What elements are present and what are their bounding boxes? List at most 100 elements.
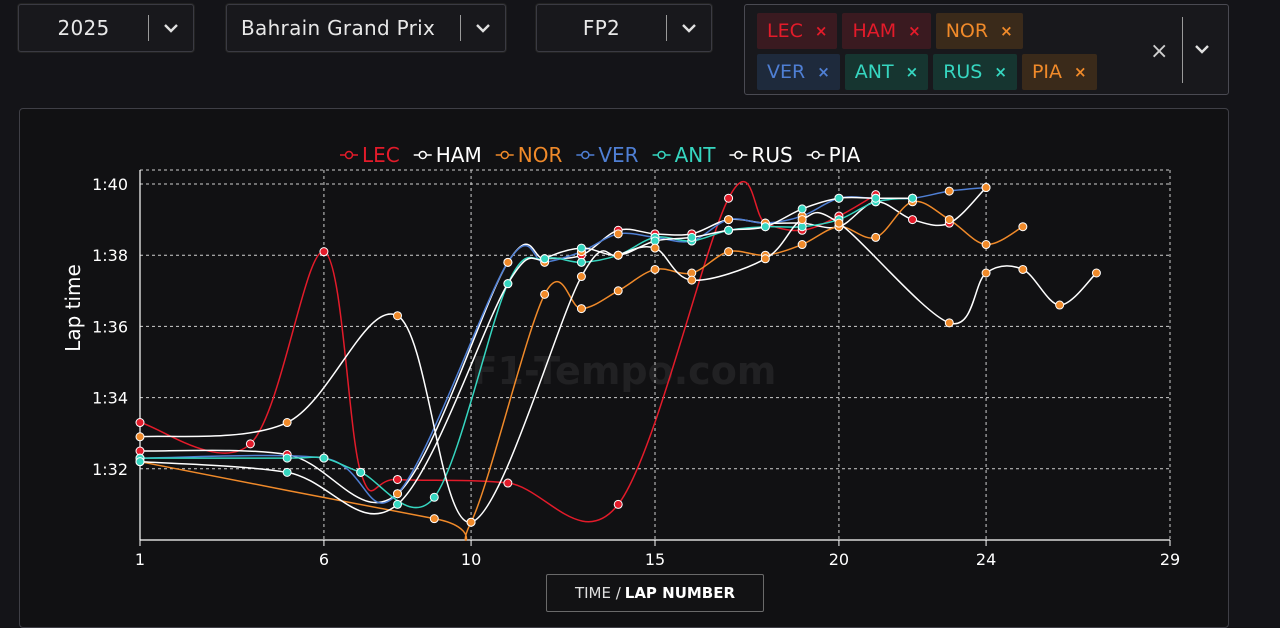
remove-chip-icon[interactable]: × xyxy=(1000,22,1013,40)
data-point-ver[interactable] xyxy=(981,183,991,193)
legend-item-ver[interactable]: VER xyxy=(598,143,638,167)
data-point-pia[interactable] xyxy=(981,268,991,278)
legend-item-lec[interactable]: LEC xyxy=(362,143,400,167)
data-point-pia[interactable] xyxy=(1018,264,1028,274)
event-select-value: Bahrain Grand Prix xyxy=(241,16,436,40)
driver-chip-label: PIA xyxy=(1031,61,1063,83)
clear-all-icon[interactable]: × xyxy=(1150,39,1169,64)
remove-chip-icon[interactable]: × xyxy=(908,22,921,40)
data-point-rus[interactable] xyxy=(797,204,807,214)
data-point-nor[interactable] xyxy=(1018,222,1028,232)
chevron-down-icon[interactable] xyxy=(461,23,505,33)
data-point-nor[interactable] xyxy=(981,240,991,250)
data-point-ant[interactable] xyxy=(282,453,292,463)
data-point-lec[interactable] xyxy=(319,247,329,257)
x-tick-label: 6 xyxy=(319,550,329,569)
chevron-down-icon[interactable] xyxy=(149,23,193,33)
legend-item-ant[interactable]: ANT xyxy=(675,143,717,167)
data-point-nor[interactable] xyxy=(797,240,807,250)
data-point-ant[interactable] xyxy=(356,467,366,477)
data-point-lec[interactable] xyxy=(724,193,734,203)
data-point-nor[interactable] xyxy=(613,286,623,296)
data-point-nor[interactable] xyxy=(871,232,881,242)
data-point-rus[interactable] xyxy=(576,243,586,253)
divider xyxy=(148,15,149,41)
year-select[interactable]: 2025 xyxy=(18,4,194,52)
legend-item-pia[interactable]: PIA xyxy=(829,143,861,167)
driver-multiselect[interactable]: LEC × HAM × NOR × VER × ANT × RUS × PIA × × xyxy=(744,4,1229,95)
data-point-pia[interactable] xyxy=(393,311,402,321)
data-point-ver[interactable] xyxy=(393,489,402,499)
data-point-lec[interactable] xyxy=(135,418,145,428)
remove-chip-icon[interactable]: × xyxy=(817,63,830,81)
data-point-ver[interactable] xyxy=(613,229,623,239)
chart-legend: LEC HAM NOR VER ANT RUS PIA xyxy=(340,143,861,167)
data-point-nor[interactable] xyxy=(429,514,439,524)
data-point-pia[interactable] xyxy=(687,275,697,285)
data-point-rus[interactable] xyxy=(135,457,145,467)
data-point-nor[interactable] xyxy=(944,215,954,225)
data-point-pia[interactable] xyxy=(834,218,844,228)
data-point-pia[interactable] xyxy=(613,250,623,260)
session-select[interactable]: FP2 xyxy=(536,4,712,52)
chart-axes: 1:32 1:34 1:36 1:38 1:40 1 6 10 15 20 24 29 xyxy=(92,170,1180,569)
remove-chip-icon[interactable]: × xyxy=(1074,63,1087,81)
data-point-lec[interactable] xyxy=(503,478,513,488)
remove-chip-icon[interactable]: × xyxy=(905,63,919,81)
data-point-pia[interactable] xyxy=(1055,300,1065,310)
x-axis-mode-button[interactable]: TIME / LAP NUMBER xyxy=(546,574,764,612)
data-point-ham[interactable] xyxy=(908,215,917,225)
data-point-pia[interactable] xyxy=(760,254,770,264)
data-point-rus[interactable] xyxy=(540,254,550,264)
data-point-ver[interactable] xyxy=(724,215,734,225)
data-point-lec[interactable] xyxy=(245,439,255,449)
x-tick-label: 29 xyxy=(1160,550,1180,569)
data-point-nor[interactable] xyxy=(576,304,586,314)
divider xyxy=(460,15,461,41)
data-point-pia[interactable] xyxy=(1091,268,1101,278)
data-point-lec[interactable] xyxy=(613,499,623,509)
legend-swatch-marker xyxy=(734,150,743,160)
legend-item-rus[interactable]: RUS xyxy=(751,143,792,167)
driver-chip-rus: RUS × xyxy=(933,54,1017,90)
chevron-down-icon[interactable] xyxy=(1194,39,1210,58)
data-point-rus[interactable] xyxy=(760,222,770,232)
legend-item-nor[interactable]: NOR xyxy=(518,143,563,167)
data-point-rus[interactable] xyxy=(393,499,402,509)
data-point-rus[interactable] xyxy=(834,193,844,203)
data-point-ver[interactable] xyxy=(503,257,513,267)
data-point-pia[interactable] xyxy=(282,418,292,428)
event-select[interactable]: Bahrain Grand Prix xyxy=(226,4,506,52)
divider xyxy=(666,15,667,41)
data-point-rus[interactable] xyxy=(724,225,734,235)
data-point-pia[interactable] xyxy=(135,432,145,442)
data-point-ant[interactable] xyxy=(429,492,439,502)
data-point-pia[interactable] xyxy=(466,517,476,527)
legend-item-ham[interactable]: HAM xyxy=(436,143,482,167)
legend-swatch-marker xyxy=(657,150,666,160)
data-point-rus[interactable] xyxy=(503,279,513,289)
data-point-lec[interactable] xyxy=(393,474,402,484)
chevron-down-icon[interactable] xyxy=(667,23,711,33)
data-point-rus[interactable] xyxy=(908,193,917,203)
data-point-pia[interactable] xyxy=(944,318,954,328)
data-point-nor[interactable] xyxy=(650,264,660,274)
data-point-ver[interactable] xyxy=(944,186,954,196)
data-point-ant[interactable] xyxy=(319,453,329,463)
driver-chip-ham: HAM × xyxy=(842,13,931,49)
legend-swatch-marker xyxy=(500,150,509,160)
data-point-rus[interactable] xyxy=(282,467,292,477)
data-point-nor[interactable] xyxy=(540,289,550,299)
data-point-pia[interactable] xyxy=(797,215,807,225)
data-point-rus[interactable] xyxy=(871,193,881,203)
chart-panel xyxy=(19,108,1229,628)
data-point-nor[interactable] xyxy=(724,247,734,257)
legend-swatch-marker xyxy=(344,150,354,160)
data-point-pia[interactable] xyxy=(576,272,586,282)
data-point-pia[interactable] xyxy=(650,243,660,253)
remove-chip-icon[interactable]: × xyxy=(814,22,828,40)
data-point-rus[interactable] xyxy=(687,232,697,242)
data-point-ant[interactable] xyxy=(576,257,586,267)
remove-chip-icon[interactable]: × xyxy=(994,63,1007,81)
divider xyxy=(1182,17,1183,83)
